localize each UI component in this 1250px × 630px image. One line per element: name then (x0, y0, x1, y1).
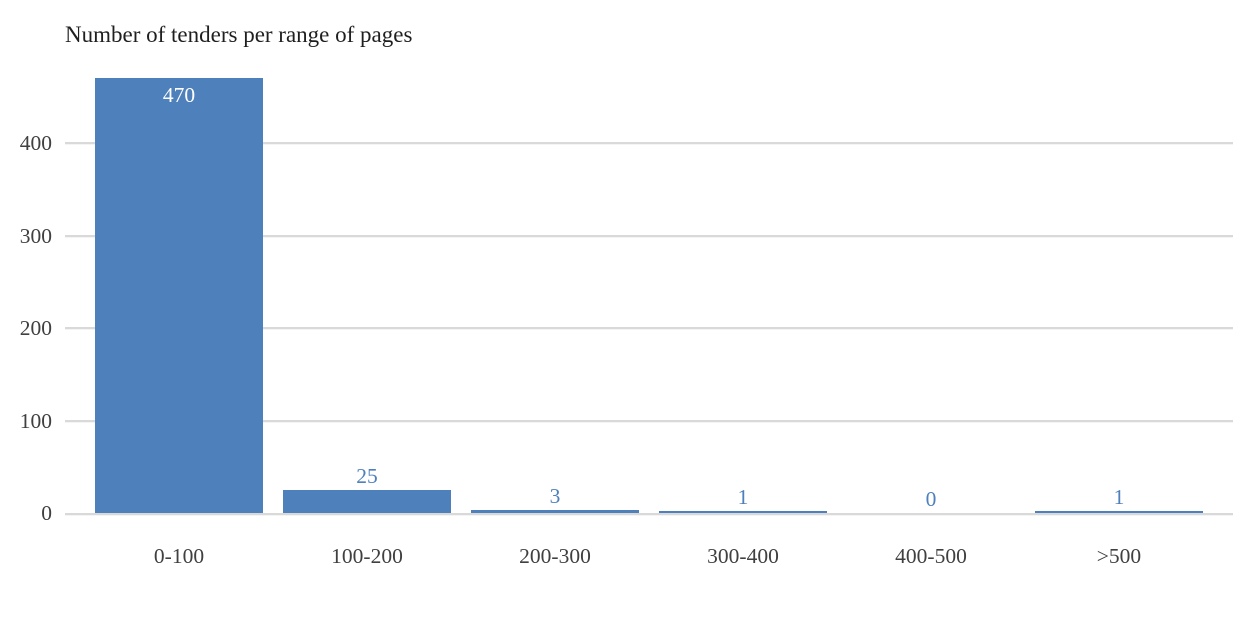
y-axis-tick-label: 400 (19, 131, 52, 155)
bar-value-label: 0 (925, 487, 937, 511)
bar (283, 490, 451, 513)
x-axis-category-label: 0-100 (153, 544, 205, 568)
x-axis-category-label: 200-300 (519, 544, 591, 568)
bar-value-label: 470 (162, 83, 196, 107)
gridline (65, 419, 1233, 423)
gridline (65, 234, 1233, 238)
y-axis-tick-label: 100 (19, 408, 52, 433)
bar-value-label: 1 (737, 485, 749, 509)
bar-value-label: 1 (1113, 485, 1125, 509)
bar (659, 511, 827, 513)
gridline (65, 327, 1233, 330)
bar-value-label: 25 (356, 464, 378, 488)
gridline (65, 142, 1233, 145)
y-axis-tick-label: 200 (19, 316, 52, 340)
x-axis-category-label: 100-200 (331, 544, 403, 568)
x-axis-category-label: 300-400 (707, 544, 779, 568)
bar (471, 510, 639, 513)
chart-title: Number of tenders per range of pages (65, 22, 413, 47)
bar (1035, 511, 1203, 513)
y-axis-tick-label: 0 (41, 501, 52, 525)
y-axis-tick-label: 300 (19, 223, 52, 248)
x-axis-category-label: 400-500 (895, 544, 967, 568)
bar-value-label: 3 (549, 484, 561, 508)
gridline (65, 513, 1233, 516)
bar (95, 78, 263, 513)
x-axis-category-label: >500 (1096, 544, 1142, 568)
